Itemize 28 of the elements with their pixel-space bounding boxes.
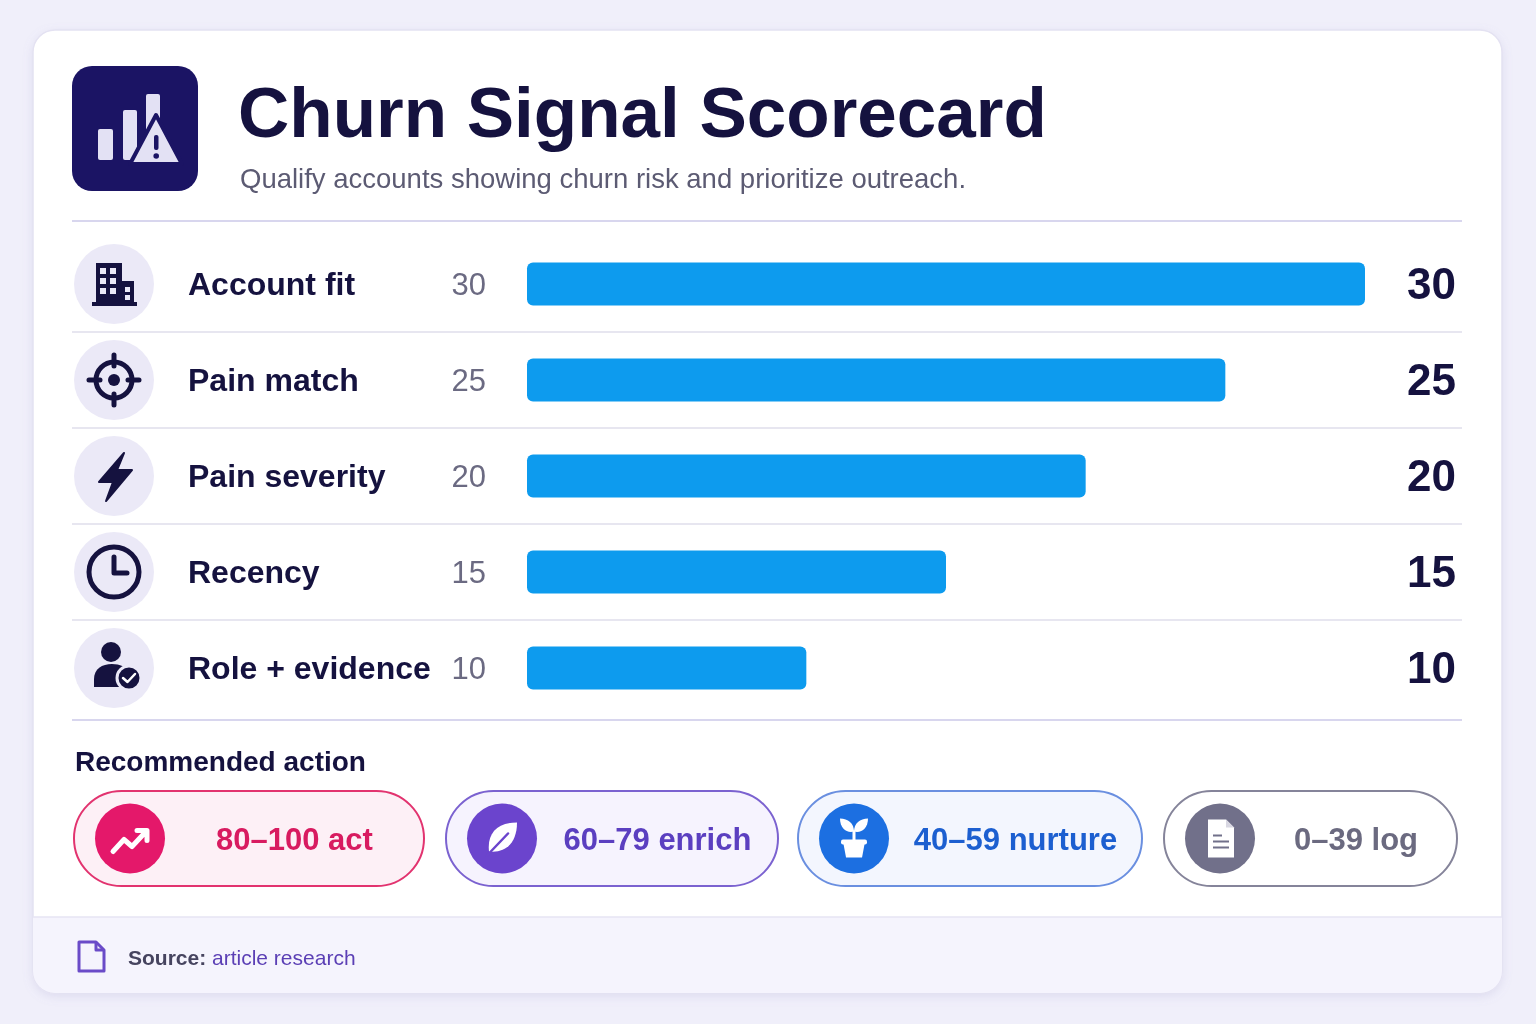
data-label: 25 bbox=[451, 363, 486, 398]
text: 20 bbox=[1407, 451, 1456, 500]
bar bbox=[527, 358, 1226, 402]
text: 15 bbox=[1407, 547, 1456, 596]
y-tick-label: Pain match bbox=[188, 362, 359, 398]
text: 60–79 enrich bbox=[563, 821, 752, 857]
y-tick-label: Role + evidence bbox=[188, 650, 431, 686]
text: 40–59 nurture bbox=[913, 821, 1118, 857]
text: 25 bbox=[1407, 355, 1456, 404]
chart-title: Churn Signal Scorecard bbox=[238, 73, 1047, 152]
y-tick-label: Recency bbox=[188, 554, 320, 590]
text: 0–39 log bbox=[1293, 821, 1419, 857]
data-label: 20 bbox=[451, 459, 486, 494]
source-note: Source: article research bbox=[128, 946, 356, 969]
text: Recommended action bbox=[75, 746, 366, 777]
bar bbox=[527, 262, 1365, 306]
y-tick-label: Pain severity bbox=[188, 458, 386, 494]
data-label: 30 bbox=[451, 267, 486, 302]
bar bbox=[527, 646, 807, 690]
data-label: 10 bbox=[451, 651, 486, 686]
bar bbox=[527, 550, 946, 594]
text: 30 bbox=[1407, 259, 1456, 308]
bar bbox=[527, 454, 1086, 498]
data-label: 15 bbox=[451, 555, 486, 590]
text: 80–100 act bbox=[216, 821, 373, 857]
chart-subtitle: Qualify accounts showing churn risk and prioritize outreach. bbox=[240, 163, 967, 194]
text: 10 bbox=[1407, 643, 1456, 692]
y-tick-label: Account fit bbox=[188, 266, 356, 302]
